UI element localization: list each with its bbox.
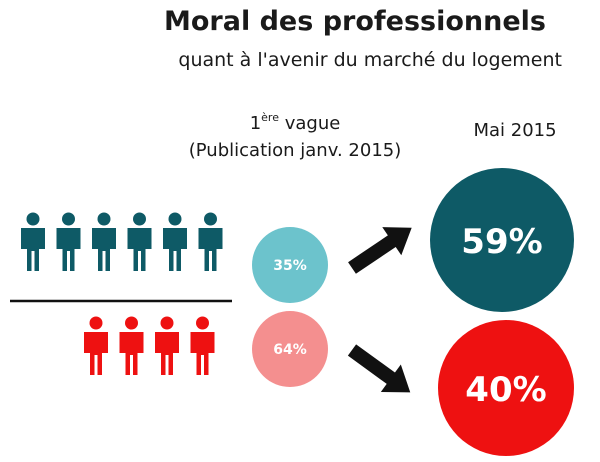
arrow-up-icon	[348, 227, 412, 274]
first-wave-value-teal: 35%	[273, 258, 307, 274]
may-2015-value-teal: 59%	[461, 222, 542, 262]
may-2015-circle-teal	[430, 168, 574, 312]
first-wave-word: vague	[278, 113, 341, 134]
teal-person-icon	[92, 212, 116, 271]
may-2015-value-red: 40%	[465, 370, 546, 410]
teal-person-icon	[163, 212, 187, 271]
first-wave-label: 1ère vague (Publication janv. 2015)	[160, 104, 430, 164]
may-2015-circle-red	[438, 320, 574, 456]
first-wave-circle-teal	[252, 227, 328, 303]
first-wave-superscript: ère	[261, 111, 279, 124]
teal-person-icon	[127, 212, 152, 271]
first-wave-publication: (Publication janv. 2015)	[188, 140, 402, 161]
red-person-icon	[190, 316, 215, 375]
subtitle: quant à l'avenir du marché du logement	[178, 49, 562, 71]
arrow-down-icon	[347, 344, 411, 393]
red-people-group	[84, 316, 215, 375]
teal-person-icon	[21, 212, 45, 271]
red-person-icon	[119, 316, 144, 375]
teal-person-icon	[198, 212, 223, 271]
first-wave-value-red: 64%	[273, 342, 307, 358]
red-person-icon	[84, 316, 108, 375]
first-wave-number: 1	[249, 113, 262, 134]
first-wave-circle-red	[252, 311, 328, 387]
teal-people-group	[21, 212, 223, 271]
teal-person-icon	[56, 212, 81, 271]
title: Moral des professionnels	[164, 6, 546, 37]
red-person-icon	[155, 316, 179, 375]
may-2015-label: Mai 2015	[473, 120, 557, 141]
